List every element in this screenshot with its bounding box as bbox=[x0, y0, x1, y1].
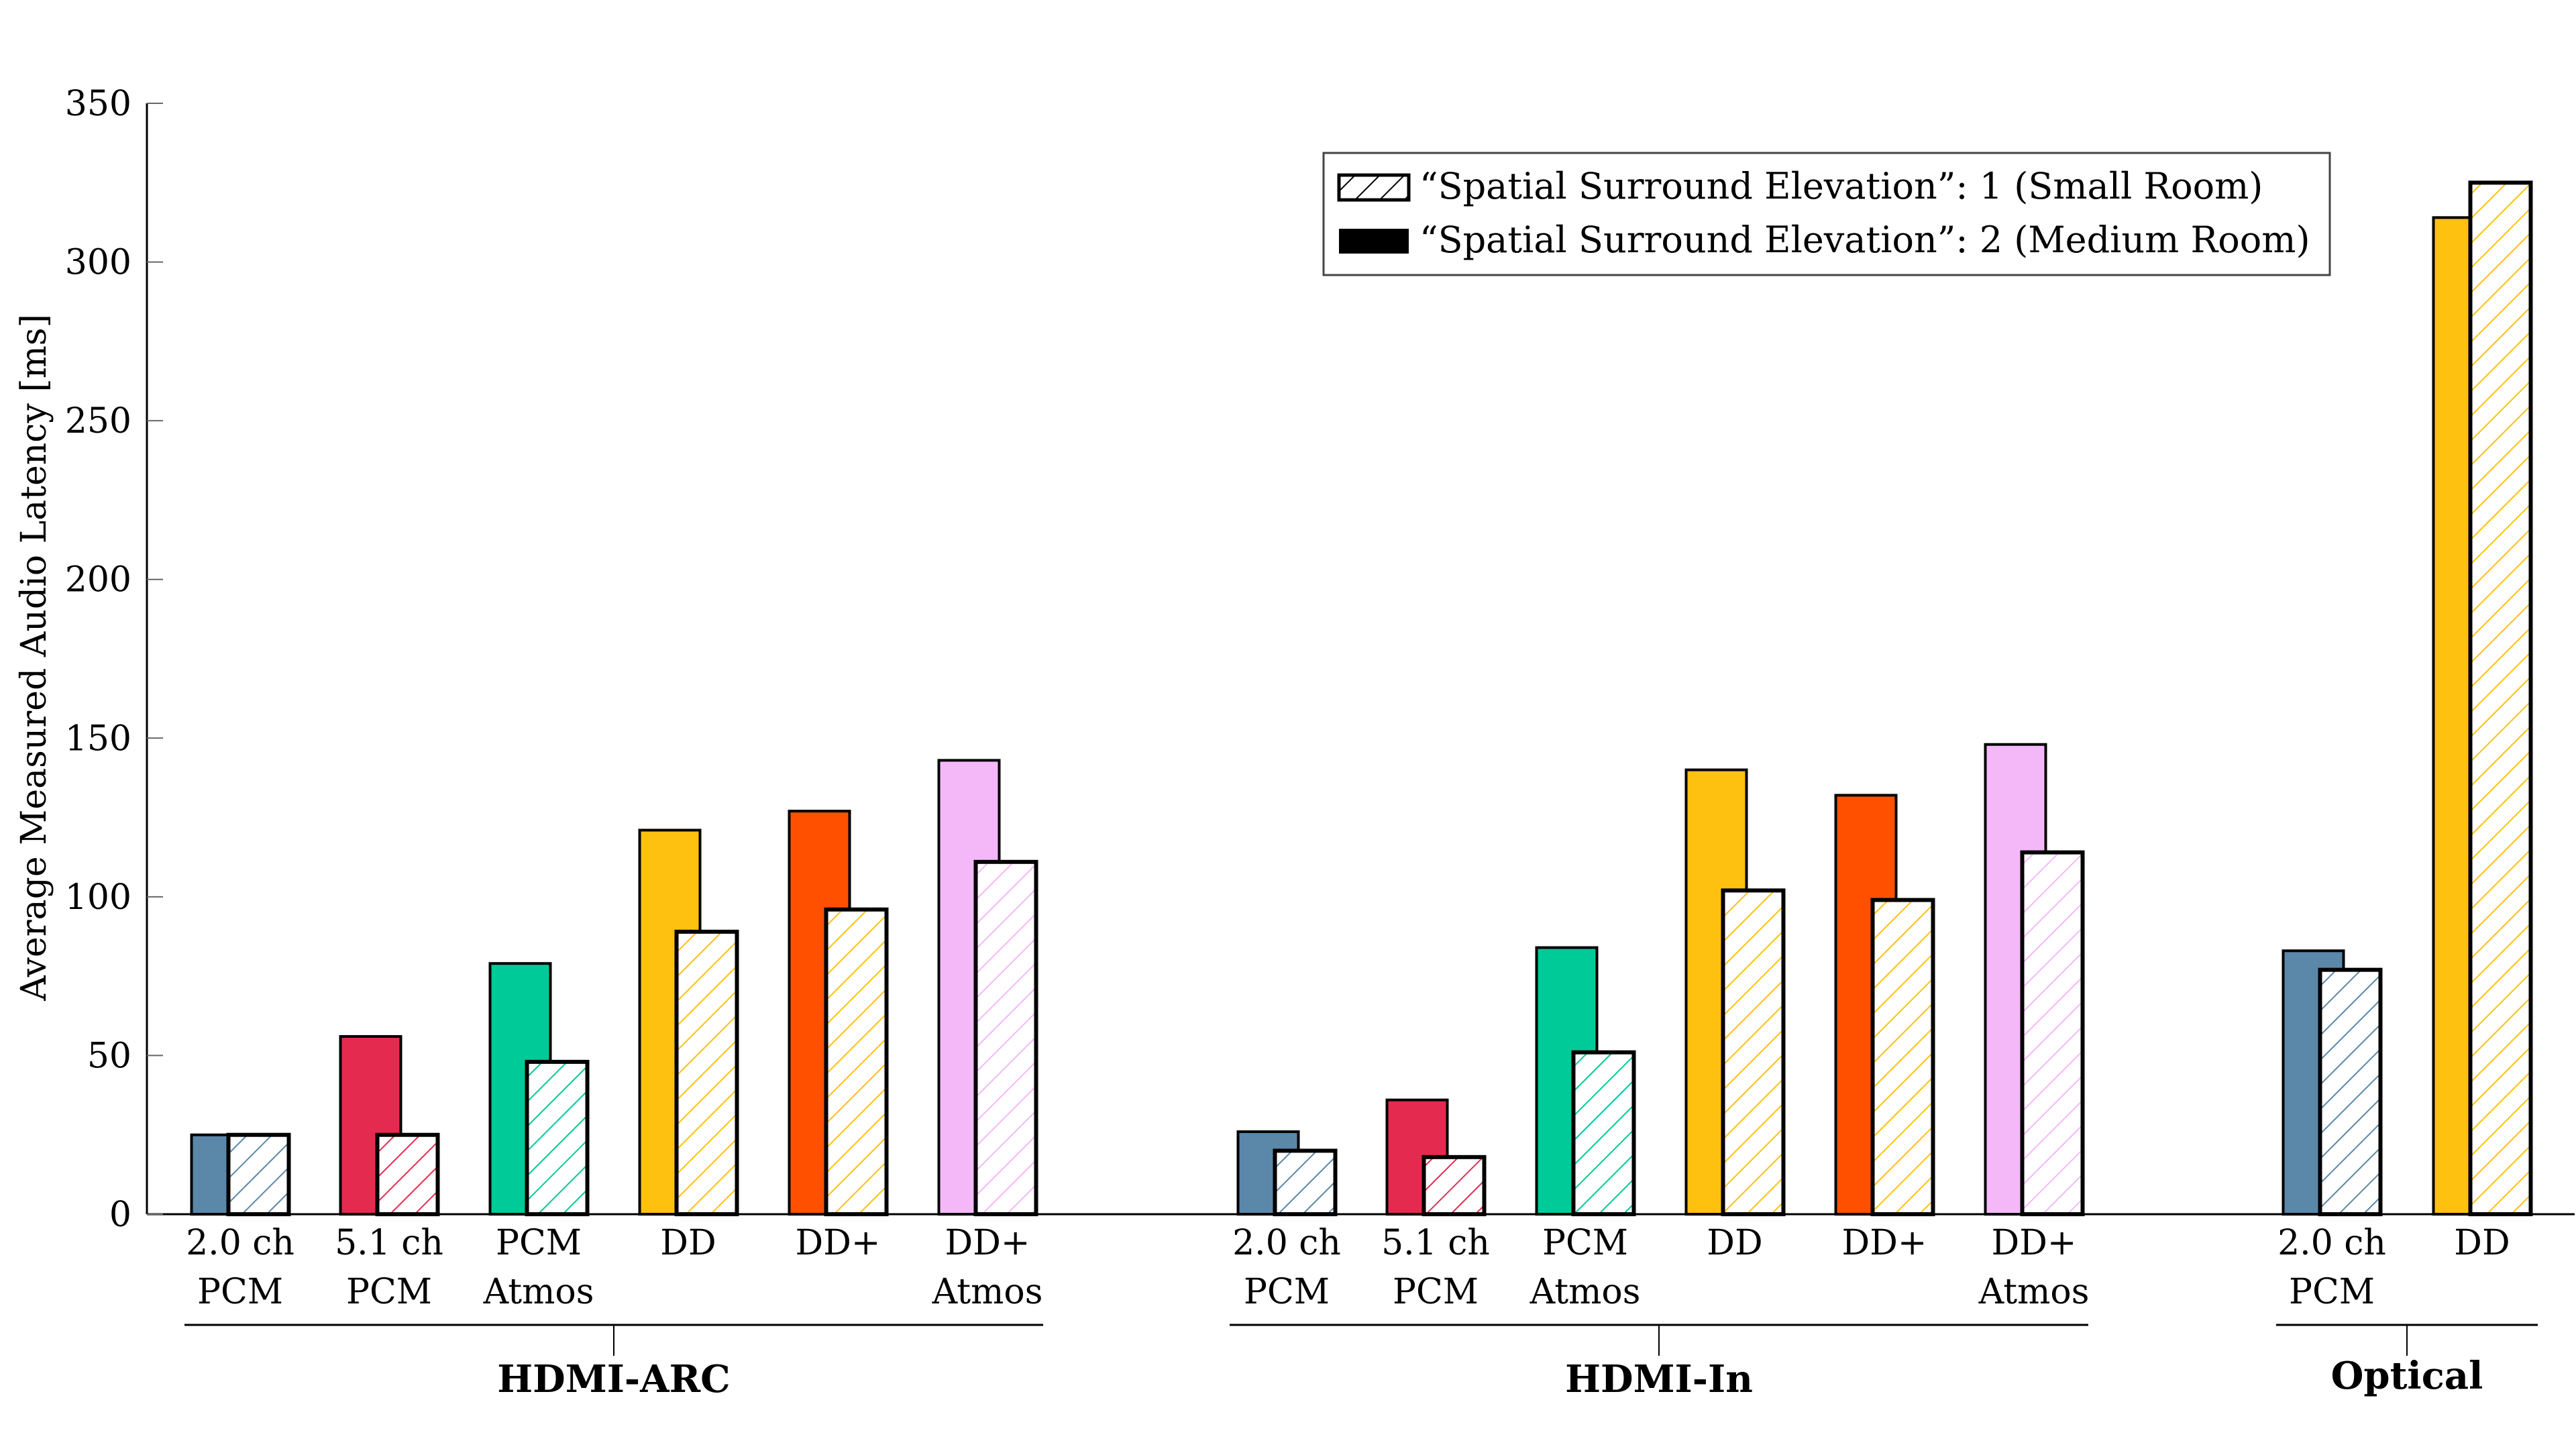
x-tick-label: DD+ bbox=[1842, 1223, 1927, 1263]
group-label-hdmi-in: HDMI-In bbox=[1565, 1357, 1753, 1401]
x-tick-label: DD bbox=[1707, 1223, 1762, 1263]
bar-hdmi-arc-5-1-ch-pcm-small-room bbox=[375, 1132, 440, 1216]
legend-box bbox=[1322, 152, 2331, 276]
x-tick-label: 5.1 ch bbox=[1381, 1223, 1490, 1263]
bar-hdmi-in-dd-atmos-small-room bbox=[2020, 850, 2085, 1217]
bar-hdmi-in-2-0-ch-pcm-small-room bbox=[1273, 1148, 1338, 1217]
y-axis-title: Average Measured Audio Latency [ms] bbox=[14, 314, 54, 1002]
y-tick-label: 50 bbox=[87, 1036, 131, 1076]
x-tick-label: PCM bbox=[496, 1223, 582, 1263]
legend-swatch-solid bbox=[1339, 229, 1409, 254]
x-tick-label: 2.0 ch bbox=[2277, 1223, 2386, 1263]
axes-layer bbox=[146, 103, 2575, 1216]
x-tick-label: Atmos bbox=[1978, 1272, 2090, 1312]
bar-hdmi-in-5-1-ch-pcm-small-room bbox=[1421, 1155, 1487, 1216]
group-label-hdmi-arc: HDMI-ARC bbox=[497, 1357, 730, 1401]
x-tick-label: DD+ bbox=[945, 1223, 1030, 1263]
bar-hdmi-arc-dd-small-room bbox=[824, 907, 889, 1216]
bar-hdmi-arc-pcm-atmos-small-room bbox=[525, 1059, 590, 1217]
x-tick-label: DD bbox=[2454, 1223, 2510, 1263]
x-tick-label: 2.0 ch bbox=[1232, 1223, 1341, 1263]
bars-layer bbox=[190, 180, 2533, 1217]
bar-hdmi-arc-dd-atmos-small-room bbox=[973, 859, 1038, 1216]
x-tick-label: DD+ bbox=[796, 1223, 881, 1263]
legend: “Spatial Surround Elevation”: 1 (Small R… bbox=[1322, 152, 2331, 276]
group-brackets: HDMI-ARC HDMI-In Optical bbox=[184, 1324, 2538, 1401]
x-tick-label: PCM bbox=[1393, 1272, 1479, 1312]
bar-hdmi-in-dd-small-room bbox=[1721, 888, 1786, 1216]
x-tick-label: Atmos bbox=[932, 1272, 1043, 1312]
legend-label-medium-room: “Spatial Surround Elevation”: 2 (Medium … bbox=[1419, 219, 2310, 261]
bar-optical-dd-small-room bbox=[2468, 180, 2533, 1216]
bar-hdmi-in-pcm-atmos-small-room bbox=[1571, 1050, 1636, 1216]
x-tick-label: 2.0 ch bbox=[186, 1223, 294, 1263]
bar-hdmi-in-dd-small-room bbox=[1870, 898, 1935, 1217]
y-tick-label: 0 bbox=[109, 1195, 131, 1235]
group-label-optical: Optical bbox=[2331, 1354, 2483, 1398]
x-tick-label: DD bbox=[660, 1223, 716, 1263]
x-tick-label: PCM bbox=[1542, 1223, 1628, 1263]
x-tick-label: DD+ bbox=[1992, 1223, 2077, 1263]
y-tick-label: 100 bbox=[65, 877, 131, 918]
x-tick-label: PCM bbox=[197, 1272, 283, 1312]
x-tick-label: PCM bbox=[346, 1272, 432, 1312]
legend-label-small-room: “Spatial Surround Elevation”: 1 (Small R… bbox=[1419, 165, 2263, 207]
y-tick-label: 150 bbox=[65, 718, 131, 759]
x-tick-label: Atmos bbox=[483, 1272, 594, 1312]
x-category-labels: 2.0 ch PCM 5.1 ch PCM PCM Atmos DD DD+ DD+ Atmos 2… bbox=[186, 1223, 2510, 1312]
x-tick-label: Atmos bbox=[1529, 1272, 1641, 1312]
y-tick-label: 200 bbox=[65, 560, 131, 600]
y-ticks: 0 50 100 150 200 250 300 350 bbox=[65, 84, 163, 1235]
legend-swatch-hatched bbox=[1337, 173, 1411, 202]
x-tick-label: PCM bbox=[2289, 1272, 2375, 1312]
y-tick-label: 300 bbox=[65, 243, 131, 283]
x-tick-label: PCM bbox=[1244, 1272, 1330, 1312]
bar-optical-2-0-ch-pcm-small-room bbox=[2318, 967, 2383, 1217]
y-tick-label: 250 bbox=[65, 401, 131, 441]
bar-hdmi-arc-2-0-ch-pcm-small-room bbox=[226, 1132, 291, 1216]
y-tick-label: 350 bbox=[65, 84, 131, 124]
bar-hdmi-arc-dd-small-room bbox=[674, 929, 739, 1216]
x-tick-label: 5.1 ch bbox=[335, 1223, 443, 1263]
